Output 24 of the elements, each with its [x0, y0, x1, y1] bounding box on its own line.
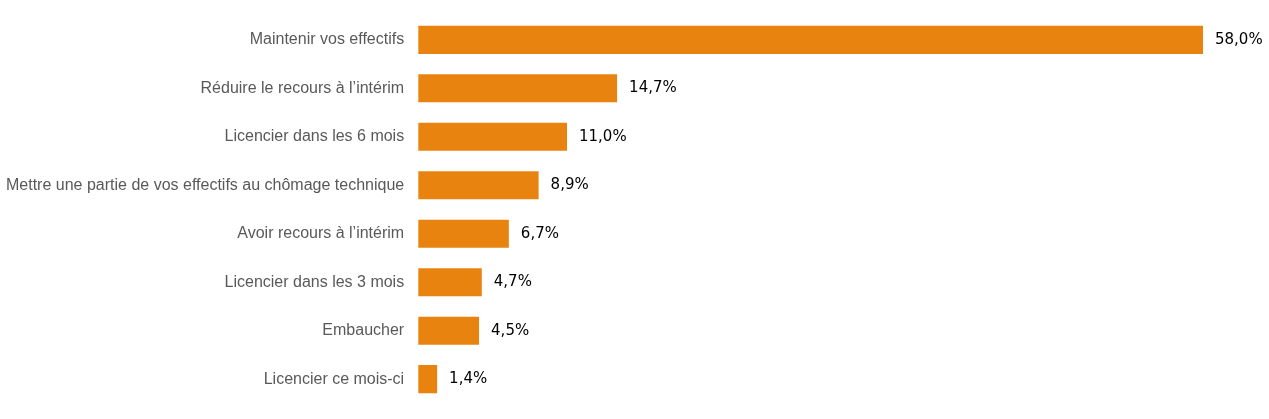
bar	[418, 365, 438, 394]
y-tick-label: Embaucher	[322, 321, 405, 339]
bar	[418, 171, 539, 200]
y-tick-label: Mettre une partie de vos effectifs au chômage technique	[6, 175, 405, 193]
y-tick-label: Réduire le recours à l’intérim	[200, 78, 405, 96]
data-label: 58,0%	[1215, 29, 1263, 48]
data-label: 6,7%	[520, 223, 559, 242]
y-tick-label: Maintenir vos effectifs	[249, 30, 405, 48]
bar	[418, 25, 1203, 54]
data-label: 4,5%	[491, 320, 530, 339]
bar	[418, 316, 480, 345]
y-tick-label: Licencier dans les 6 mois	[224, 127, 405, 145]
data-label: 11,0%	[579, 126, 627, 145]
bar	[418, 122, 568, 151]
data-label: 4,7%	[493, 272, 532, 291]
data-label: 14,7%	[629, 78, 677, 97]
bar	[418, 219, 509, 248]
bar	[418, 268, 482, 297]
y-tick-label: Avoir recours à l’intérim	[237, 224, 405, 242]
bar	[418, 74, 618, 103]
y-tick-label: Licencier ce mois-ci	[263, 369, 405, 387]
y-tick-label: Licencier dans les 3 mois	[224, 272, 405, 290]
data-label: 1,4%	[449, 369, 488, 388]
data-label: 8,9%	[550, 175, 589, 194]
